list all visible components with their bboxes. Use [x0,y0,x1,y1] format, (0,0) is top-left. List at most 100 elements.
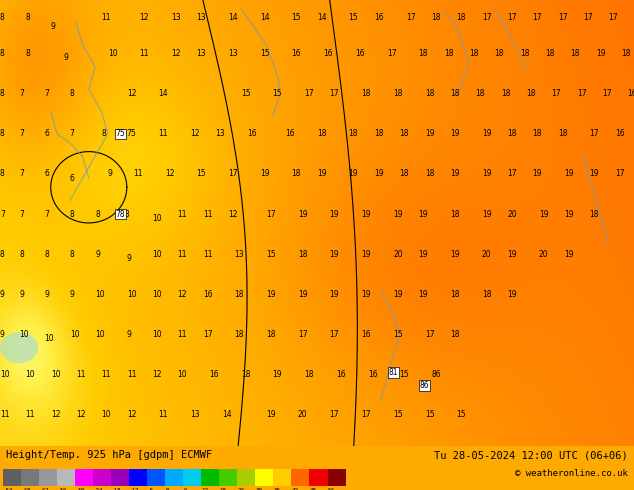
Text: 17: 17 [330,330,339,339]
Text: 18: 18 [317,129,327,138]
Text: 10: 10 [0,370,10,379]
Text: 11: 11 [158,410,168,419]
Text: 18: 18 [469,49,479,58]
Text: 19: 19 [482,210,491,219]
Text: 19: 19 [317,170,327,178]
Bar [219,469,237,486]
Text: 18: 18 [399,129,409,138]
Text: 6: 6 [183,488,187,490]
Text: 17: 17 [609,13,618,23]
Bar [93,469,112,486]
Text: 9: 9 [0,290,5,299]
Text: 15: 15 [197,170,206,178]
Text: 8: 8 [0,49,4,58]
Text: 19: 19 [349,170,358,178]
Text: 17: 17 [304,89,314,98]
Text: 9: 9 [0,330,5,339]
Text: 8: 8 [70,210,74,219]
Text: 19: 19 [564,250,574,259]
Bar [328,469,346,486]
Text: 42: 42 [292,488,299,490]
Text: 10: 10 [127,290,136,299]
Text: 10: 10 [44,334,54,343]
Text: 24: 24 [237,488,245,490]
Text: 54: 54 [328,488,335,490]
Text: 17: 17 [482,13,491,23]
Text: Height/Temp. 925 hPa [gdpm] ECMWF: Height/Temp. 925 hPa [gdpm] ECMWF [6,450,212,460]
Text: -36: -36 [57,488,68,490]
Text: -48: -48 [21,488,32,490]
Text: 11: 11 [76,370,86,379]
Text: 13: 13 [216,129,225,138]
Text: 17: 17 [602,89,612,98]
Text: 8: 8 [0,129,4,138]
Bar [3,469,21,486]
Text: 12: 12 [127,410,136,419]
Text: 13: 13 [197,49,206,58]
Text: 7: 7 [44,210,49,219]
Text: 19: 19 [260,170,269,178]
Text: 10: 10 [152,330,162,339]
Text: 14: 14 [228,13,238,23]
Text: 12: 12 [190,129,200,138]
Text: 18: 18 [621,49,631,58]
Text: 19: 19 [450,250,460,259]
Text: 11: 11 [203,210,212,219]
Text: 30: 30 [256,488,262,490]
Bar [165,469,183,486]
Text: 9: 9 [127,330,132,339]
Text: 19: 19 [330,210,339,219]
Text: 16: 16 [615,129,624,138]
Text: 17: 17 [298,330,307,339]
Text: 11: 11 [178,330,187,339]
Text: 17: 17 [406,13,415,23]
Text: 13: 13 [228,49,238,58]
Text: 9: 9 [127,254,132,263]
Text: 18: 18 [235,290,244,299]
Text: 13: 13 [190,410,200,419]
Text: 10: 10 [95,290,105,299]
Text: 13: 13 [171,13,181,23]
Text: 19: 19 [330,290,339,299]
Text: 8: 8 [0,13,4,23]
Text: 6: 6 [44,170,49,178]
Text: 0: 0 [165,488,169,490]
Text: 19: 19 [298,290,307,299]
Text: 7: 7 [19,129,24,138]
Text: 17: 17 [425,330,434,339]
Text: 20: 20 [298,410,307,419]
Text: 12: 12 [202,488,209,490]
Bar [183,469,202,486]
Text: 8: 8 [0,250,4,259]
Text: 18: 18 [374,129,384,138]
Text: 10: 10 [95,330,105,339]
Text: 16: 16 [203,290,212,299]
Text: 11: 11 [101,13,111,23]
Text: 15: 15 [241,89,250,98]
Text: 18: 18 [571,49,580,58]
Text: -30: -30 [75,488,86,490]
Text: 13: 13 [235,250,244,259]
Text: 17: 17 [558,13,567,23]
Text: 18: 18 [431,13,441,23]
Text: 17: 17 [583,13,593,23]
Text: 17: 17 [507,13,517,23]
Text: 14: 14 [158,89,168,98]
Text: 16: 16 [628,89,634,98]
Text: 16: 16 [247,129,257,138]
Text: 86: 86 [420,381,430,390]
Text: 11: 11 [101,370,111,379]
Text: 8: 8 [25,13,30,23]
Text: 18: 18 [361,89,371,98]
Text: 8: 8 [70,89,74,98]
Text: -42: -42 [39,488,49,490]
Text: 19: 19 [425,129,434,138]
Text: 17: 17 [552,89,561,98]
Text: 15: 15 [456,410,466,419]
Text: 19: 19 [418,250,428,259]
Text: 8: 8 [25,49,30,58]
Text: 14: 14 [222,410,231,419]
Text: 16: 16 [323,49,333,58]
Text: 16: 16 [209,370,219,379]
Text: 18: 18 [444,49,453,58]
